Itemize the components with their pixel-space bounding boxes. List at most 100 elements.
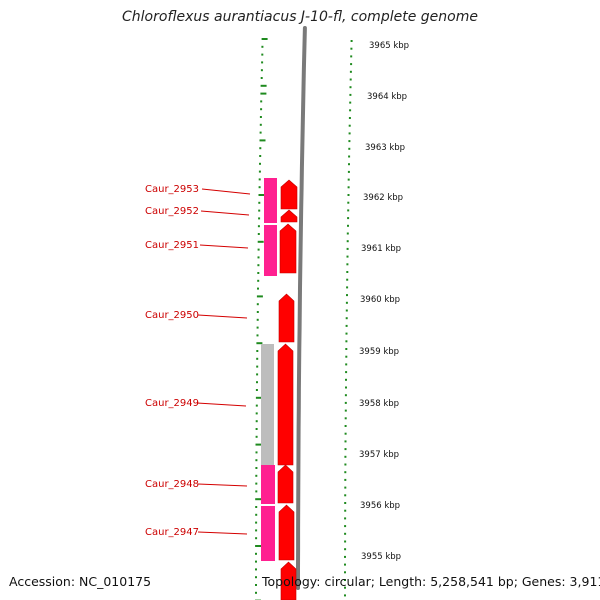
inner-scale-dot xyxy=(255,474,258,477)
gene-arrow-caur-2947 xyxy=(278,504,295,561)
inner-scale-dot xyxy=(255,389,258,391)
inner-scale-dot xyxy=(256,326,259,329)
inner-scale-major-tick xyxy=(255,396,262,399)
inner-scale-dot xyxy=(256,318,259,321)
gene-arrow-caur-2952 xyxy=(280,209,298,223)
inner-scale-dot xyxy=(258,170,261,173)
inner-scale-dot xyxy=(255,428,258,430)
inner-scale-major-tick xyxy=(257,240,264,243)
inner-scale-dot xyxy=(255,521,258,524)
inner-scale-dot xyxy=(255,412,258,415)
inner-scale-major-tick xyxy=(261,38,268,40)
gene-label: Caur_2949 xyxy=(145,398,199,409)
pink-cds-block xyxy=(261,465,275,561)
inner-scale-dot xyxy=(258,186,261,189)
inner-scale-dot xyxy=(255,506,258,508)
inner-scale-dot xyxy=(260,69,263,72)
inner-scale-dot xyxy=(260,100,263,103)
gene-arrow-caur-2948 xyxy=(277,464,294,504)
gene-arrow-caur-2951 xyxy=(279,223,297,274)
outer-scale-dot xyxy=(347,186,350,189)
inner-scale-dot xyxy=(258,209,261,212)
outer-scale-dot xyxy=(345,363,348,366)
outer-scale-dot xyxy=(344,571,346,574)
outer-scale-dot xyxy=(344,502,347,504)
inner-scale-dot xyxy=(255,482,258,485)
inner-scale-dot xyxy=(259,162,261,165)
gene-leader-line xyxy=(200,210,250,216)
gene-label: Caur_2950 xyxy=(145,310,199,321)
inner-scale-dot xyxy=(257,225,260,228)
inner-scale-dot xyxy=(260,77,263,79)
inner-scale-dot xyxy=(255,584,257,586)
outer-scale-dot xyxy=(347,217,350,220)
outer-scale-dot xyxy=(350,55,353,58)
inner-scale-dot xyxy=(261,53,264,56)
outer-scale-dot xyxy=(345,371,348,374)
outer-scale-dot xyxy=(345,309,348,312)
outer-scale-dot xyxy=(347,201,350,204)
inner-scale-dot xyxy=(255,529,258,532)
scale-label: 3956 kbp xyxy=(360,501,400,511)
outer-scale-dot xyxy=(348,124,351,127)
outer-scale-dot xyxy=(344,409,347,412)
outer-scale-dot xyxy=(347,178,350,181)
inner-scale-dot xyxy=(261,45,264,48)
outer-scale-dot xyxy=(346,240,349,243)
inner-scale-dot xyxy=(257,287,259,290)
inner-scale-dot xyxy=(255,591,257,594)
outer-scale-dot xyxy=(345,378,347,381)
outer-scale-dot xyxy=(350,40,353,42)
inner-scale-dot xyxy=(256,365,259,368)
inner-scale-dot xyxy=(255,490,258,493)
inner-scale-major-tick xyxy=(256,295,263,298)
inner-scale-dot xyxy=(260,108,263,111)
outer-scale-dot xyxy=(350,47,353,50)
outer-scale-dot xyxy=(346,232,349,235)
scale-label: 3962 kbp xyxy=(363,193,403,203)
scale-label: 3959 kbp xyxy=(359,347,399,357)
outer-scale-dot xyxy=(346,278,349,281)
gene-leader-line xyxy=(201,188,251,195)
outer-scale-dot xyxy=(345,386,347,389)
inner-scale-dot xyxy=(258,217,261,220)
scale-label: 3963 kbp xyxy=(365,143,405,153)
inner-scale-major-tick xyxy=(255,545,262,547)
inner-scale-dot xyxy=(255,552,257,555)
outer-scale-dot xyxy=(345,324,348,327)
scale-label: 3960 kbp xyxy=(360,295,400,305)
inner-scale-dot xyxy=(259,131,262,134)
scale-label: 3958 kbp xyxy=(359,399,399,409)
outer-scale-dot xyxy=(344,548,347,551)
inner-scale-major-tick xyxy=(258,194,265,196)
outer-scale-dot xyxy=(344,478,347,481)
inner-scale-dot xyxy=(255,451,258,454)
outer-scale-dot xyxy=(348,155,351,158)
inner-scale-dot xyxy=(258,178,261,181)
inner-scale-dot xyxy=(256,334,259,337)
outer-scale-dot xyxy=(347,209,350,212)
outer-scale-dot xyxy=(344,525,347,528)
inner-scale-major-tick xyxy=(256,342,263,345)
gene-leader-line xyxy=(197,531,248,535)
outer-scale-dot xyxy=(344,471,347,474)
inner-scale-dot xyxy=(256,373,259,376)
accession-text: Accession: NC_010175 xyxy=(9,574,152,589)
scale-label: 3957 kbp xyxy=(359,450,399,460)
inner-scale-dot xyxy=(258,201,261,204)
inner-scale-dot xyxy=(255,513,258,516)
genome-backbone xyxy=(296,26,307,590)
inner-scale-dot xyxy=(256,357,259,360)
outer-scale-dot xyxy=(347,224,349,227)
inner-scale-dot xyxy=(255,435,258,438)
inner-scale-dot xyxy=(259,116,262,118)
inner-scale-major-tick xyxy=(260,92,267,95)
outer-scale-dot xyxy=(344,401,347,404)
scale-label: 3964 kbp xyxy=(367,92,407,102)
grey-cds-block xyxy=(261,344,274,466)
gene-leader-line xyxy=(199,244,249,249)
gene-label: Caur_2948 xyxy=(145,479,199,490)
gene-arrow-caur-2949 xyxy=(277,343,294,466)
gene-leader-line xyxy=(197,314,248,319)
